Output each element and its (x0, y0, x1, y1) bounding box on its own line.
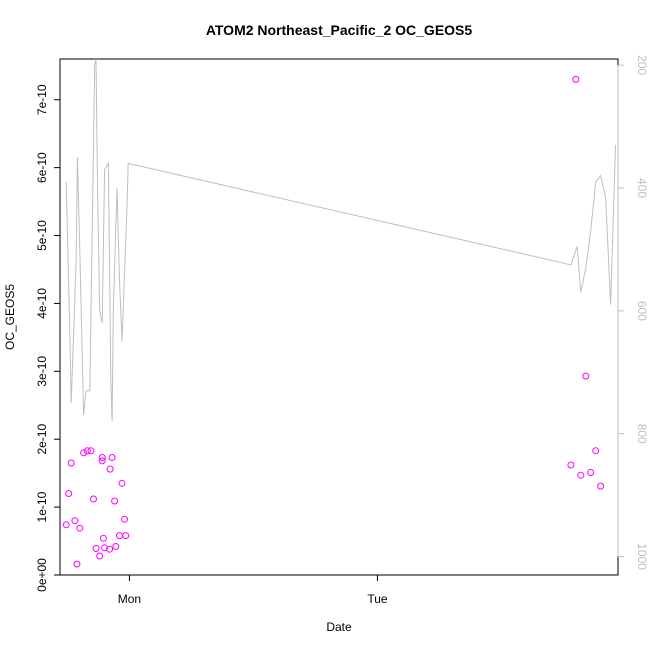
gray-line (65, 59, 616, 422)
y-axis: 0e+00 1e-10 2e-10 3e-10 4e-10 5e-10 6e-10 7e-10 (35, 84, 61, 592)
data-point (87, 447, 95, 455)
y-tick-label: 3e-10 (35, 356, 49, 387)
data-point (122, 532, 130, 540)
data-point (567, 461, 575, 469)
y-tick-label: 0e+00 (35, 558, 49, 592)
data-point (111, 497, 119, 505)
y-right-tick-label: 600 (635, 301, 649, 321)
data-point (76, 524, 84, 532)
data-point (121, 515, 128, 523)
data-point (67, 459, 75, 467)
data-point (92, 545, 100, 552)
y-tick-label: 6e-10 (35, 152, 49, 183)
data-point (572, 75, 580, 83)
y-axis-label: OC_GEOS5 (3, 284, 17, 350)
data-point (98, 457, 106, 465)
gray-line-series (65, 59, 616, 422)
data-point (71, 517, 79, 525)
data-point (587, 469, 595, 476)
data-point (106, 545, 114, 553)
data-point (582, 372, 590, 380)
y-tick-label: 4e-10 (35, 288, 49, 319)
plot-frame (59, 58, 619, 576)
data-point (73, 560, 81, 568)
x-tick-label: Mon (118, 592, 141, 606)
data-point (108, 454, 116, 461)
data-point (101, 544, 109, 552)
y-tick-label: 1e-10 (35, 491, 49, 522)
data-point (592, 447, 600, 455)
data-point (90, 495, 97, 503)
x-tick-label: Tue (367, 592, 388, 606)
data-point (80, 449, 88, 457)
data-point (96, 552, 104, 560)
y-tick-label: 2e-10 (35, 424, 49, 455)
data-point (597, 482, 605, 490)
y-right-tick-label: 400 (635, 178, 649, 198)
y-tick-label: 7e-10 (35, 84, 49, 115)
data-point (112, 543, 120, 550)
data-point (106, 465, 114, 473)
data-point (83, 447, 91, 455)
magenta-points-series (62, 75, 605, 568)
x-axis: Mon Tue (118, 574, 388, 606)
data-point (99, 534, 107, 542)
data-point (577, 471, 585, 479)
y-right-tick-label: 1000 (635, 543, 649, 570)
y-right-tick-label: 800 (635, 424, 649, 444)
y-right-tick-label: 200 (635, 55, 649, 75)
data-point (118, 479, 126, 487)
data-point (62, 521, 70, 529)
data-point (98, 454, 106, 461)
data-point (65, 490, 73, 497)
x-axis-label: Date (326, 620, 352, 634)
chart-title: ATOM2 Northeast_Pacific_2 OC_GEOS5 (206, 22, 473, 38)
y-tick-label: 5e-10 (35, 220, 49, 251)
y-axis-right: 200 400 600 800 1000 (617, 55, 649, 570)
data-point (116, 532, 123, 540)
